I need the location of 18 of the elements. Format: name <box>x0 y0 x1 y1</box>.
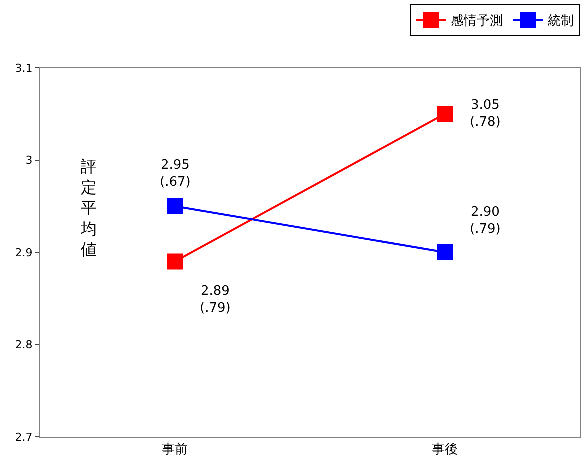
point <box>437 106 453 122</box>
point <box>437 244 453 260</box>
data-label: 3.05 (.78) <box>470 98 501 130</box>
x-tick-label: 事後 <box>432 442 458 458</box>
data-label: 2.89 (.79) <box>200 284 231 316</box>
y-tick-label: 2.8 <box>15 338 33 352</box>
y-tick-label: 3 <box>26 154 33 168</box>
legend-label: 感情予測 <box>451 14 503 30</box>
y-axis-title: 評定平均値 <box>80 157 97 260</box>
data-label: 2.90 (.79) <box>470 205 501 237</box>
data-label: 2.95 (.67) <box>160 158 191 190</box>
y-tick-label: 2.7 <box>15 430 33 444</box>
point <box>167 198 183 214</box>
x-tick-label: 事前 <box>162 442 188 458</box>
y-tick-label: 3.1 <box>15 62 33 75</box>
y-tick-label: 2.9 <box>15 246 33 260</box>
legend-label: 統制 <box>548 14 574 30</box>
point <box>167 254 183 270</box>
